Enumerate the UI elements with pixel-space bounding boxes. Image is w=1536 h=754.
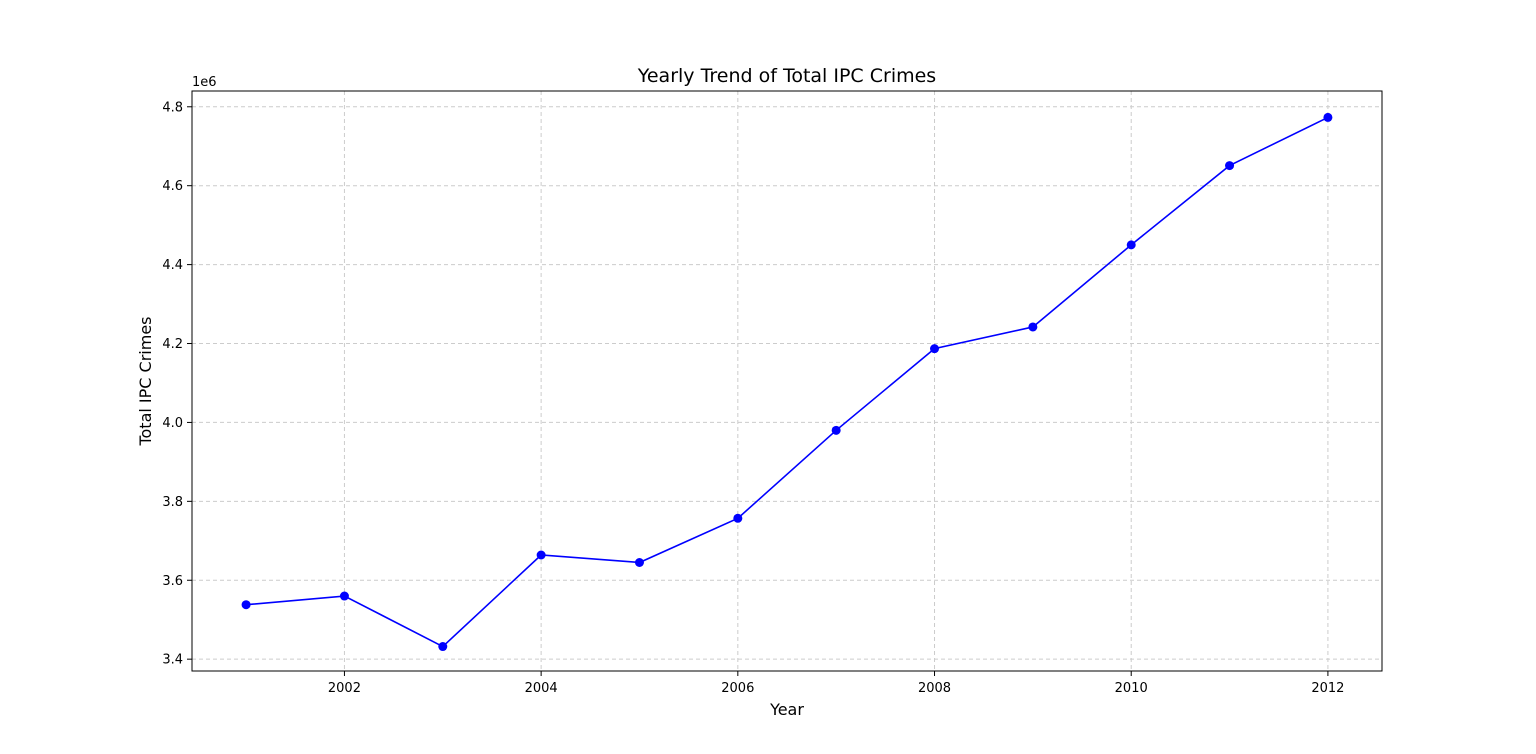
chart-title: Yearly Trend of Total IPC Crimes	[637, 65, 936, 87]
y-tick-label: 4.6	[162, 179, 183, 194]
y-tick-label: 4.8	[162, 100, 183, 115]
y-tick-label: 3.8	[162, 495, 183, 510]
y-tick-label: 3.6	[162, 574, 183, 589]
x-tick-label: 2012	[1311, 681, 1344, 696]
tick-layer: 2002 2004 2006 2008 2010 2012 3.4 3.6 3.8 4.0 4.2 4…	[162, 100, 1344, 696]
x-tick-label: 2006	[721, 681, 754, 696]
y-offset-text: 1e6	[192, 75, 217, 90]
data-point-marker	[634, 557, 644, 567]
y-tick-label: 4.0	[162, 416, 183, 431]
x-axis-label: Year	[769, 700, 804, 719]
y-tick-label: 3.4	[162, 653, 183, 668]
y-tick-label: 4.4	[162, 258, 183, 273]
plot-frame	[191, 90, 1383, 672]
x-tick-label: 2008	[918, 681, 951, 696]
data-point-marker	[339, 591, 349, 601]
data-point-marker	[1028, 322, 1038, 332]
data-point-marker	[1323, 112, 1333, 122]
y-axis-label: Total IPC Crimes	[136, 316, 155, 446]
series-line	[246, 116, 1329, 648]
x-tick-label: 2010	[1115, 681, 1148, 696]
grid-layer	[192, 91, 1382, 671]
data-point-marker	[930, 344, 940, 354]
x-tick-label: 2002	[328, 681, 361, 696]
data-point-marker	[438, 642, 448, 652]
x-tick-label: 2004	[525, 681, 558, 696]
data-point-marker	[1225, 161, 1235, 171]
series-layer	[241, 112, 1333, 652]
y-tick-label: 4.2	[162, 337, 183, 352]
data-point-marker	[1126, 240, 1136, 250]
data-point-marker	[241, 600, 251, 610]
data-point-marker	[536, 550, 546, 560]
data-point-marker	[733, 513, 743, 523]
data-point-marker	[831, 425, 841, 435]
